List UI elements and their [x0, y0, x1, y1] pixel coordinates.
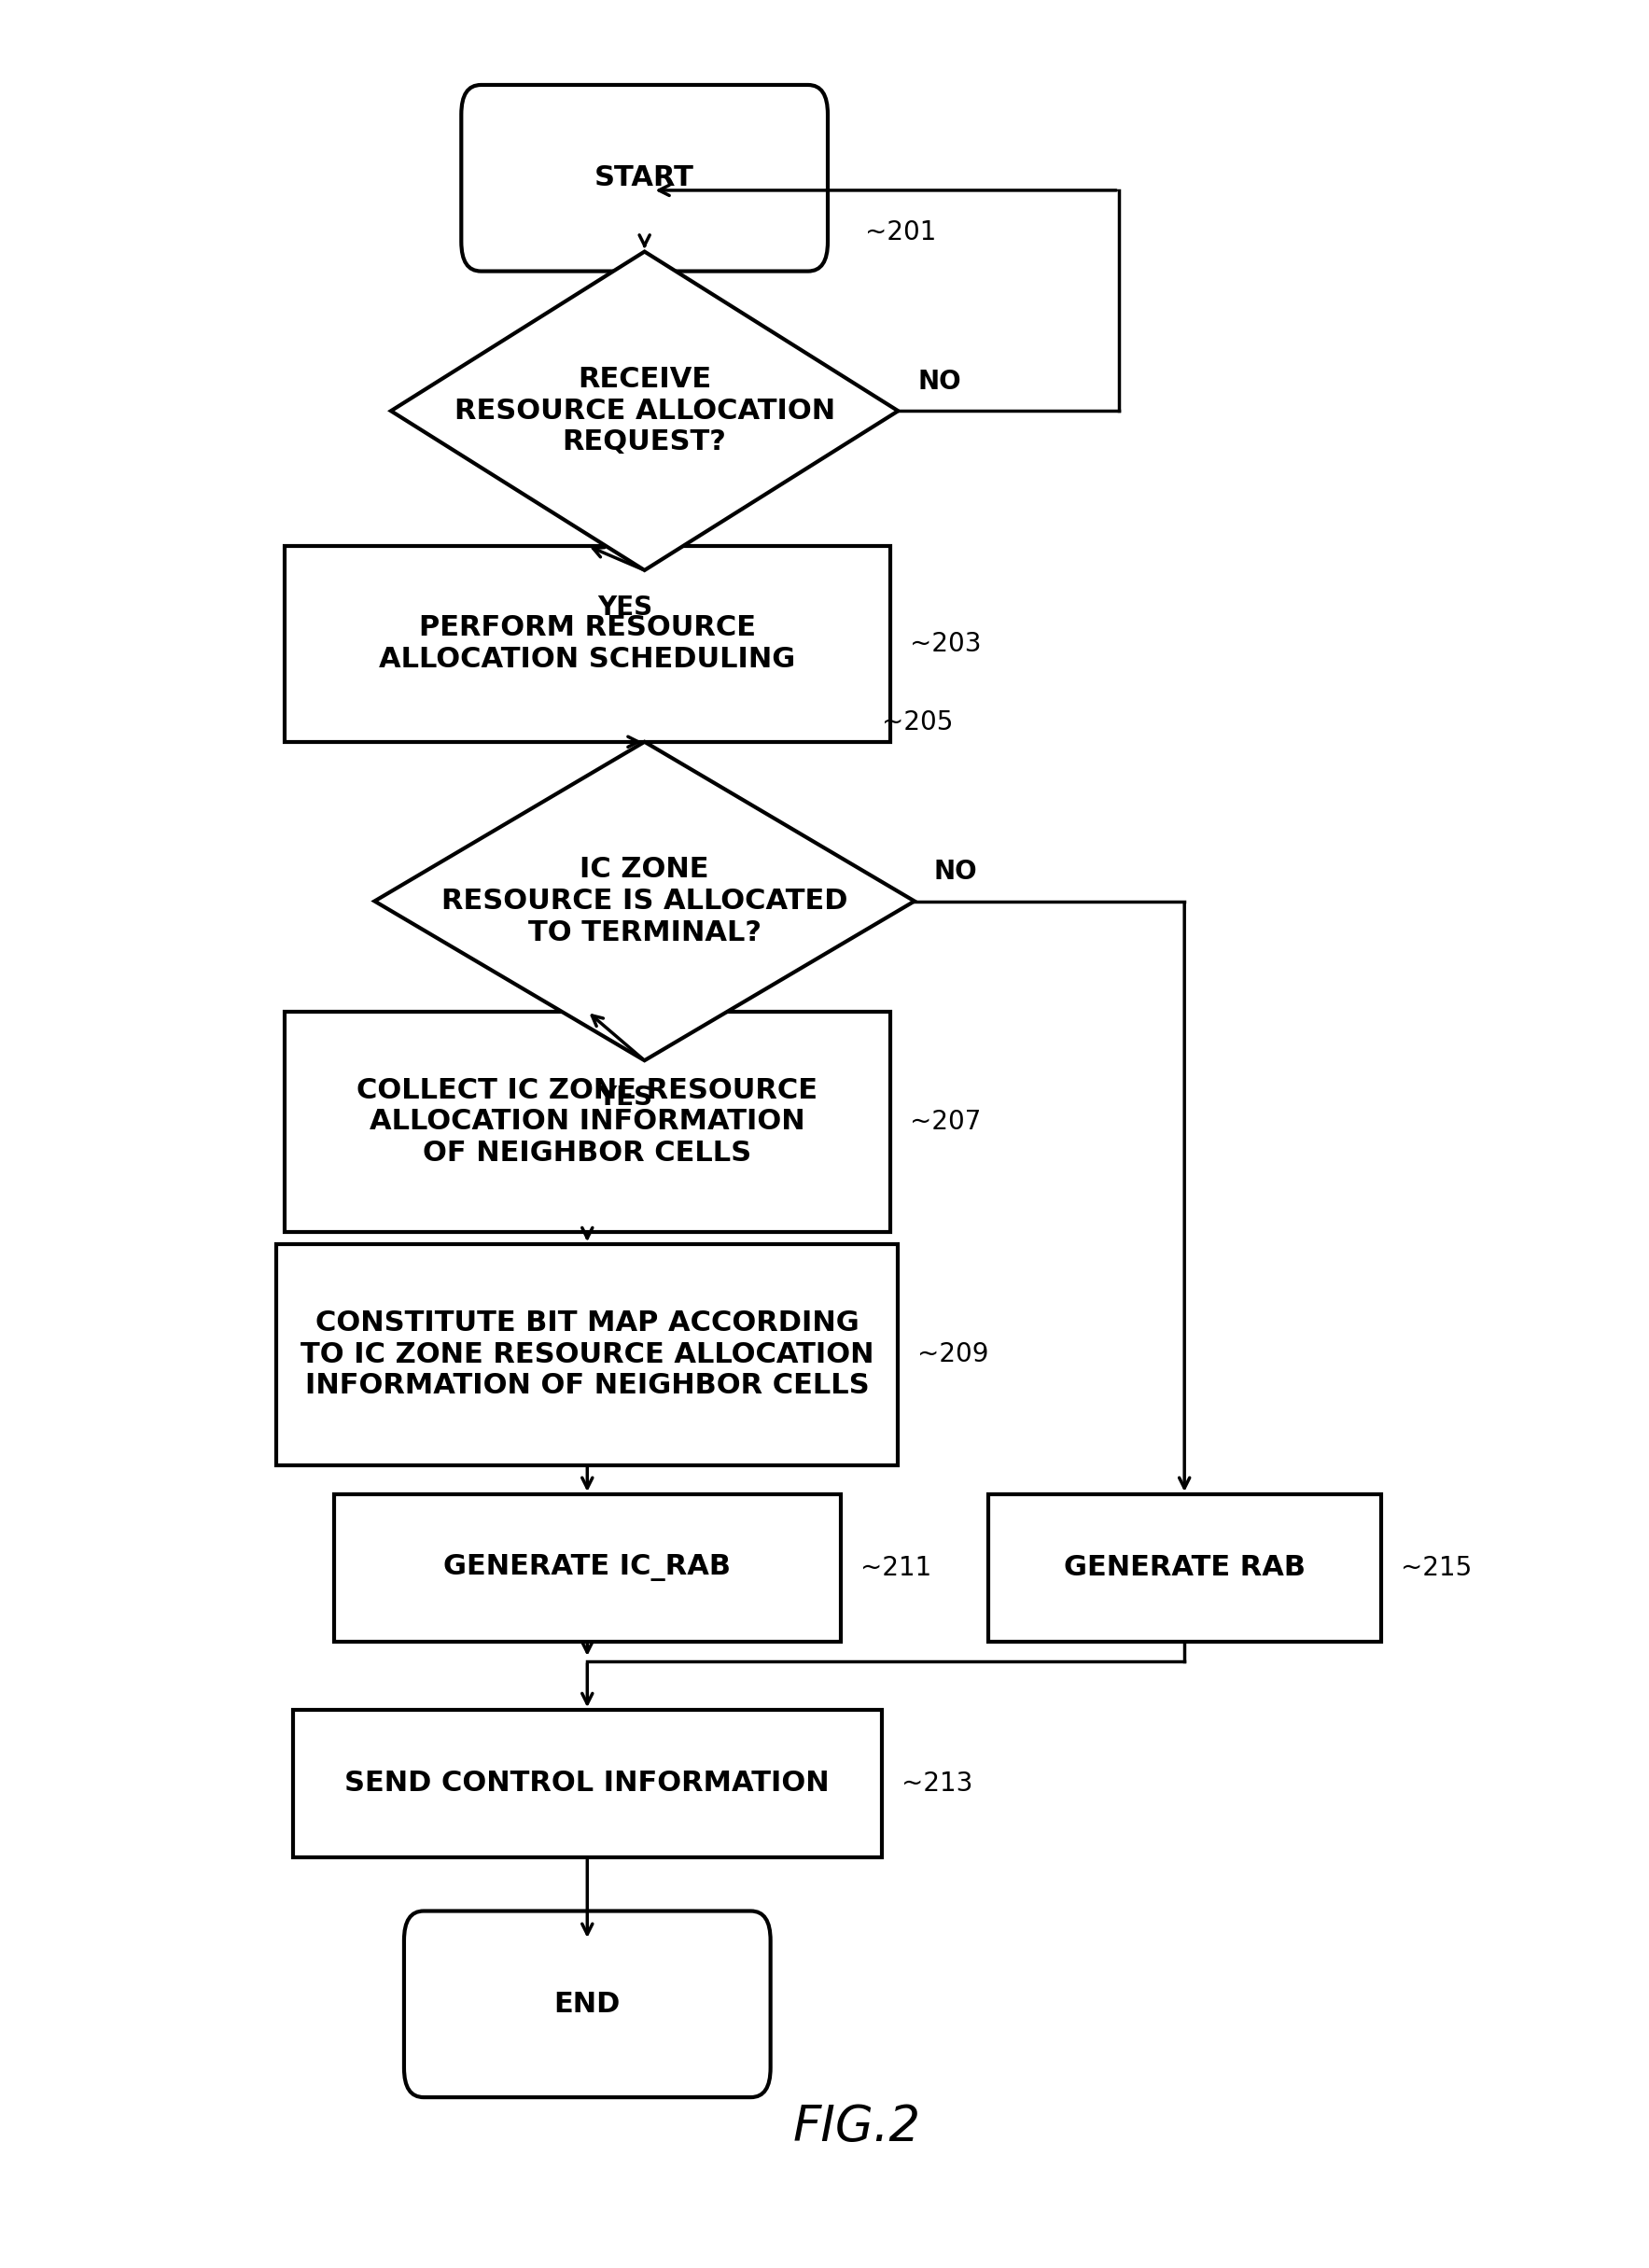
FancyBboxPatch shape [462, 84, 828, 272]
Text: ~215: ~215 [1400, 1556, 1471, 1581]
Bar [277, 1245, 899, 1465]
Bar [294, 1710, 882, 1857]
Bar [285, 547, 890, 742]
Text: COLLECT IC ZONE RESOURCE
ALLOCATION INFORMATION
OF NEIGHBOR CELLS: COLLECT IC ZONE RESOURCE ALLOCATION INFO… [356, 1077, 818, 1166]
Text: ~207: ~207 [910, 1109, 981, 1134]
Text: NO: NO [933, 860, 978, 885]
Text: ~211: ~211 [861, 1556, 932, 1581]
Text: RECEIVE
RESOURCE ALLOCATION
REQUEST?: RECEIVE RESOURCE ALLOCATION REQUEST? [453, 365, 834, 456]
Text: GENERATE RAB: GENERATE RAB [1064, 1554, 1306, 1581]
Text: YES: YES [597, 1084, 653, 1111]
Text: FIG.2: FIG.2 [793, 2102, 922, 2150]
FancyBboxPatch shape [404, 1912, 770, 2098]
Text: ~213: ~213 [902, 1771, 973, 1796]
Text: PERFORM RESOURCE
ALLOCATION SCHEDULING: PERFORM RESOURCE ALLOCATION SCHEDULING [379, 615, 795, 674]
Text: CONSTITUTE BIT MAP ACCORDING
TO IC ZONE RESOURCE ALLOCATION
INFORMATION OF NEIGH: CONSTITUTE BIT MAP ACCORDING TO IC ZONE … [300, 1309, 874, 1399]
Polygon shape [374, 742, 915, 1061]
Bar [285, 1012, 890, 1232]
Text: YES: YES [597, 594, 653, 621]
Polygon shape [391, 252, 899, 569]
Text: ~201: ~201 [866, 220, 937, 245]
Text: SEND CONTROL INFORMATION: SEND CONTROL INFORMATION [345, 1769, 829, 1796]
Text: IC ZONE
RESOURCE IS ALLOCATED
TO TERMINAL?: IC ZONE RESOURCE IS ALLOCATED TO TERMINA… [442, 857, 848, 946]
Text: ~203: ~203 [910, 631, 981, 658]
Text: ~209: ~209 [918, 1343, 989, 1368]
Text: END: END [554, 1991, 620, 2019]
Bar [988, 1495, 1380, 1642]
Bar [333, 1495, 841, 1642]
Text: GENERATE IC_RAB: GENERATE IC_RAB [444, 1554, 731, 1581]
Text: NO: NO [918, 367, 961, 395]
Text: ~205: ~205 [882, 710, 953, 735]
Text: START: START [595, 166, 694, 191]
